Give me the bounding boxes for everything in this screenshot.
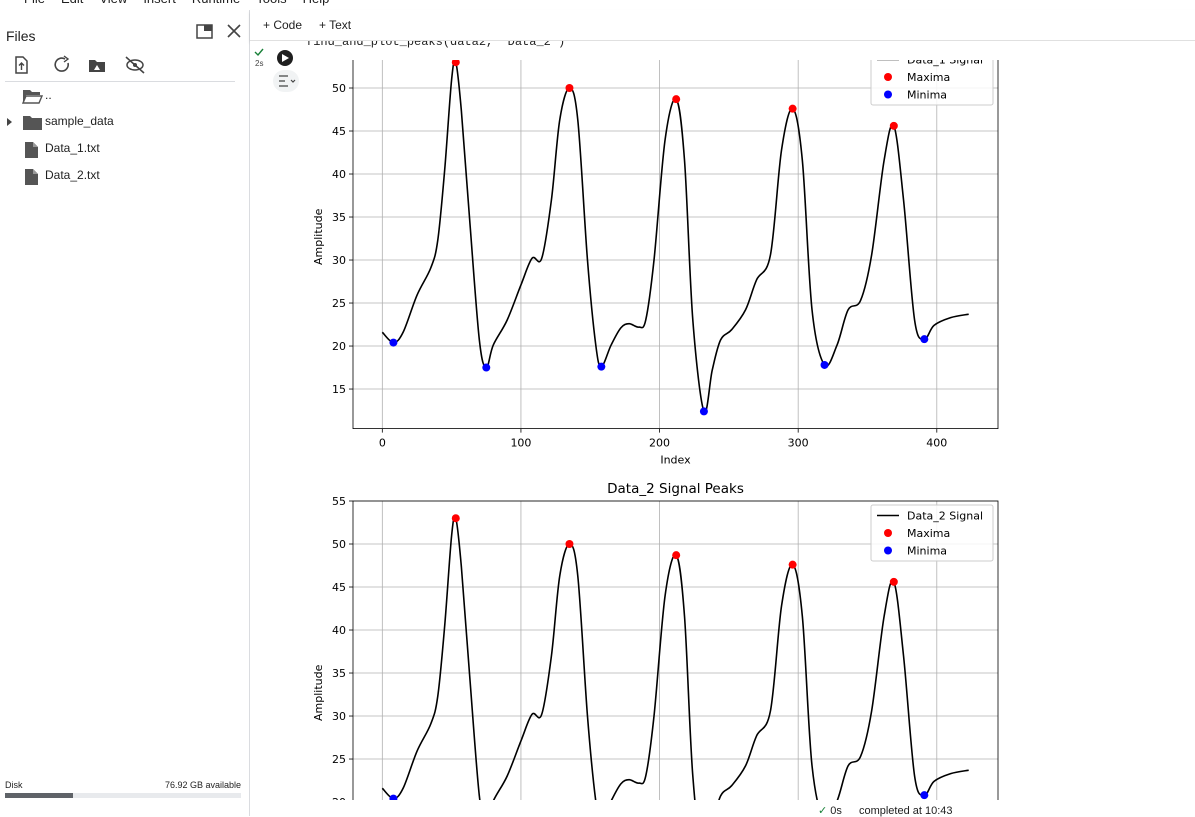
folder-icon [7, 116, 42, 130]
peak-marker [889, 121, 898, 130]
disk-bar [5, 793, 241, 798]
y-tick-label: 20 [332, 340, 346, 353]
peak-marker [451, 514, 460, 523]
peak-marker [788, 560, 797, 569]
menu-item[interactable]: Edit [61, 0, 83, 6]
peak-marker [565, 84, 574, 93]
menu-item[interactable]: Runtime [192, 0, 240, 6]
add-text-button[interactable]: + Text [319, 18, 352, 32]
peak-marker [389, 338, 398, 347]
x-tick-label: 0 [379, 437, 386, 450]
sidebar-title: Files [6, 28, 36, 44]
legend-label: Minima [907, 545, 947, 558]
legend-marker [884, 546, 892, 555]
legend-box [870, 504, 994, 562]
x-tick-label: 300 [788, 437, 809, 450]
file-icon [25, 142, 38, 158]
peak-marker [889, 577, 898, 586]
peak-marker [451, 58, 460, 67]
axes-frame [352, 500, 999, 800]
file-name: sample_data [45, 114, 114, 128]
legend-label: Data_2 Signal [907, 510, 983, 523]
file-name: Data_1.txt [45, 141, 100, 155]
peak-marker [565, 540, 574, 549]
status-message: completed at 10:43 [858, 805, 953, 817]
cell-gutter [254, 48, 299, 92]
status-time: 0s [830, 805, 842, 817]
y-tick-label: 45 [332, 581, 346, 594]
signal-line [381, 515, 969, 800]
disk-available: 76.92 GB available [164, 780, 241, 790]
legend-label: Maxima [907, 527, 950, 540]
y-tick-label: 40 [332, 168, 346, 181]
peak-marker [597, 362, 606, 371]
menu-item[interactable]: Tools [256, 0, 286, 6]
peak-marker [699, 407, 708, 416]
y-axis-label: Amplitude [312, 664, 325, 721]
sidebar-actions[interactable] [10, 54, 150, 76]
file-row[interactable]: sample_data [0, 109, 249, 135]
y-tick-label: 35 [332, 211, 346, 224]
y-tick-label: 35 [332, 667, 346, 680]
y-tick-label: 40 [332, 624, 346, 637]
y-tick-label: 30 [332, 710, 346, 723]
y-tick-label: 55 [332, 495, 346, 508]
y-tick-label: 50 [332, 82, 346, 95]
peak-marker [389, 794, 398, 800]
y-tick-label: 45 [332, 125, 346, 138]
code-line: find_and_plot_peaks(data2, 'Data_2') [306, 41, 566, 49]
y-tick-label: 25 [332, 297, 346, 310]
x-tick-label: 100 [510, 437, 531, 450]
y-tick-label: 50 [332, 538, 346, 551]
folder-open-icon [22, 90, 44, 104]
file-icon [25, 169, 38, 185]
x-tick-label: 200 [649, 437, 670, 450]
disk-label: Disk [5, 780, 23, 790]
file-name: .. [45, 88, 52, 102]
file-name: Data_2.txt [45, 168, 100, 182]
cell-header: find_and_plot_peaks(data2, 'Data_2') [250, 41, 1195, 60]
legend-label: Minima [907, 89, 947, 102]
peak-marker [788, 104, 797, 113]
file-sidebar: Files .. sample_data Data_1.txt Data_2.t… [0, 10, 250, 816]
file-row[interactable]: Data_2.txt [0, 163, 249, 189]
add-code-button[interactable]: + Code [263, 18, 303, 32]
menu-item[interactable]: View [99, 0, 127, 6]
x-axis-label: Index [660, 454, 691, 467]
peak-marker [820, 360, 829, 369]
menu-item[interactable]: Help [303, 0, 330, 6]
peak-marker [920, 791, 929, 800]
status-bar: ✓ 0s completed at 10:43 [818, 805, 953, 817]
peak-marker [672, 551, 681, 560]
y-tick-label: 30 [332, 254, 346, 267]
legend-marker [884, 73, 892, 81]
legend-label: Maxima [907, 71, 950, 84]
button-label: Text [329, 18, 352, 32]
y-tick-label: 15 [332, 383, 346, 396]
menu-item[interactable]: File [24, 0, 45, 6]
peak-marker [920, 335, 929, 344]
button-label: Code [273, 18, 303, 32]
notebook-toolbar: + Code + Text [250, 10, 1195, 41]
y-tick-label: 25 [332, 753, 346, 766]
y-tick-label: 20 [332, 796, 346, 809]
signal-line [381, 59, 969, 414]
sidebar-controls[interactable] [195, 22, 245, 42]
peak-marker [672, 95, 681, 104]
legend-marker [884, 90, 892, 99]
y-axis-label: Amplitude [312, 208, 325, 265]
menu-bar: File Edit View Insert Runtime Tools Help [24, 0, 345, 6]
legend-marker [884, 529, 892, 537]
menu-item[interactable]: Insert [143, 0, 176, 6]
file-row[interactable]: Data_1.txt [0, 136, 249, 162]
chart-title: Data_2 Signal Peaks [607, 481, 744, 497]
file-row[interactable]: .. [0, 83, 249, 109]
execution-time: 2s [255, 59, 264, 68]
x-tick-label: 400 [926, 437, 947, 450]
peak-marker [482, 363, 491, 372]
